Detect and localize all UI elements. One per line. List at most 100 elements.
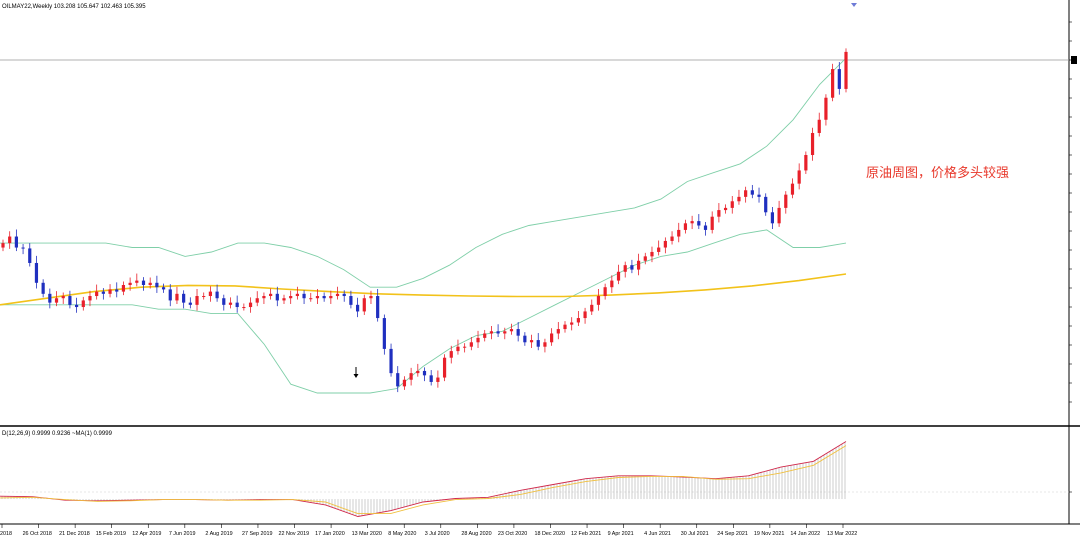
candle <box>556 322 560 340</box>
candle-body <box>463 346 467 348</box>
candle-body <box>295 293 299 297</box>
candle-body <box>416 370 420 374</box>
candle <box>235 295 239 313</box>
candle-body <box>34 262 39 283</box>
candle <box>717 203 721 223</box>
candle-body <box>135 280 139 283</box>
candle <box>161 283 166 293</box>
candle <box>269 288 273 300</box>
candle <box>683 219 688 234</box>
candle-body <box>449 351 453 358</box>
candle-body <box>603 287 607 297</box>
candle-body <box>41 282 45 294</box>
candle <box>121 281 126 296</box>
time-axis-labels: 2018 26 Oct 2018 21 Dec 2018 15 Feb 2019 12 … <box>0 524 857 537</box>
candle-body <box>750 190 754 195</box>
candle-body <box>248 302 253 308</box>
candle-body <box>710 216 714 230</box>
candle <box>663 237 667 254</box>
candle-body <box>48 293 52 303</box>
candle <box>182 290 186 309</box>
candle-body <box>8 236 12 244</box>
candle-body <box>289 296 293 299</box>
candle-body <box>844 51 848 89</box>
candle <box>550 328 554 346</box>
candle <box>449 345 453 364</box>
candle-body <box>810 132 815 156</box>
candle <box>723 204 728 214</box>
candle-body <box>496 331 500 334</box>
candle <box>436 370 440 388</box>
candle-body <box>68 296 72 305</box>
candle-body <box>623 265 627 272</box>
time-tick-label: 27 Sep 2019 <box>242 531 273 537</box>
candle <box>14 229 18 252</box>
candle <box>228 297 233 309</box>
shift-marker-icon[interactable] <box>851 3 857 7</box>
candle-body <box>670 236 674 241</box>
macd-lines <box>0 441 847 517</box>
time-tick-label: 26 Oct 2018 <box>23 531 52 537</box>
candle <box>630 259 634 274</box>
candle-body <box>242 307 246 309</box>
time-tick-label: 3 Jul 2020 <box>425 531 450 537</box>
bollinger-upper <box>0 57 847 288</box>
candle-body <box>764 196 768 213</box>
candle <box>483 329 487 342</box>
candle <box>790 178 795 199</box>
candle-body <box>456 346 460 352</box>
candle-body <box>188 302 192 305</box>
candle <box>529 334 534 349</box>
candle <box>115 282 119 298</box>
candle-body <box>255 298 259 303</box>
candle-body <box>182 293 186 303</box>
candle <box>128 277 132 291</box>
time-tick-label: 24 Sep 2021 <box>717 531 748 537</box>
candle-body <box>697 221 701 226</box>
time-tick-label: 4 Jun 2021 <box>644 531 671 537</box>
candle <box>188 297 192 309</box>
candle-body <box>817 119 821 133</box>
candle <box>342 290 346 302</box>
candle-body <box>770 212 775 224</box>
candle-body <box>730 201 734 208</box>
candle <box>88 290 92 307</box>
candle <box>255 291 259 307</box>
candle <box>48 288 52 309</box>
candle <box>155 275 159 293</box>
candle <box>389 343 393 377</box>
candle <box>282 294 286 304</box>
candle <box>202 292 206 300</box>
candle-body <box>543 342 547 347</box>
candle-body <box>777 207 781 224</box>
candle <box>349 290 353 309</box>
symbol-header: OILMAY22,Weekly 103.208 105.647 102.463 … <box>2 4 146 10</box>
candle-body <box>636 260 641 270</box>
indicator-header: D(12,26,9) 0.9999 0.9236 ~MA(1) 0.9999 <box>2 431 113 437</box>
candle <box>463 343 467 353</box>
candle <box>536 333 540 351</box>
candle-body <box>717 210 721 217</box>
time-tick-label: 28 Aug 2020 <box>461 531 491 537</box>
candle-body <box>563 324 567 330</box>
candle <box>583 307 587 324</box>
candle-body <box>342 293 346 297</box>
candle-body <box>583 311 587 319</box>
candle-body <box>476 337 480 343</box>
candle-body <box>228 302 233 305</box>
candle <box>215 284 219 302</box>
candle <box>409 367 413 386</box>
candle <box>289 290 293 304</box>
time-tick-label: 12 Apr 2019 <box>132 531 161 537</box>
candle-body <box>355 304 360 312</box>
candle <box>309 292 313 302</box>
candle-body <box>657 247 661 252</box>
candle <box>21 244 25 255</box>
candle <box>396 366 400 393</box>
candle <box>95 284 99 300</box>
candle <box>496 324 500 338</box>
candle <box>824 94 828 126</box>
candle <box>242 303 246 311</box>
candle-body <box>402 379 407 387</box>
candle <box>730 195 734 214</box>
